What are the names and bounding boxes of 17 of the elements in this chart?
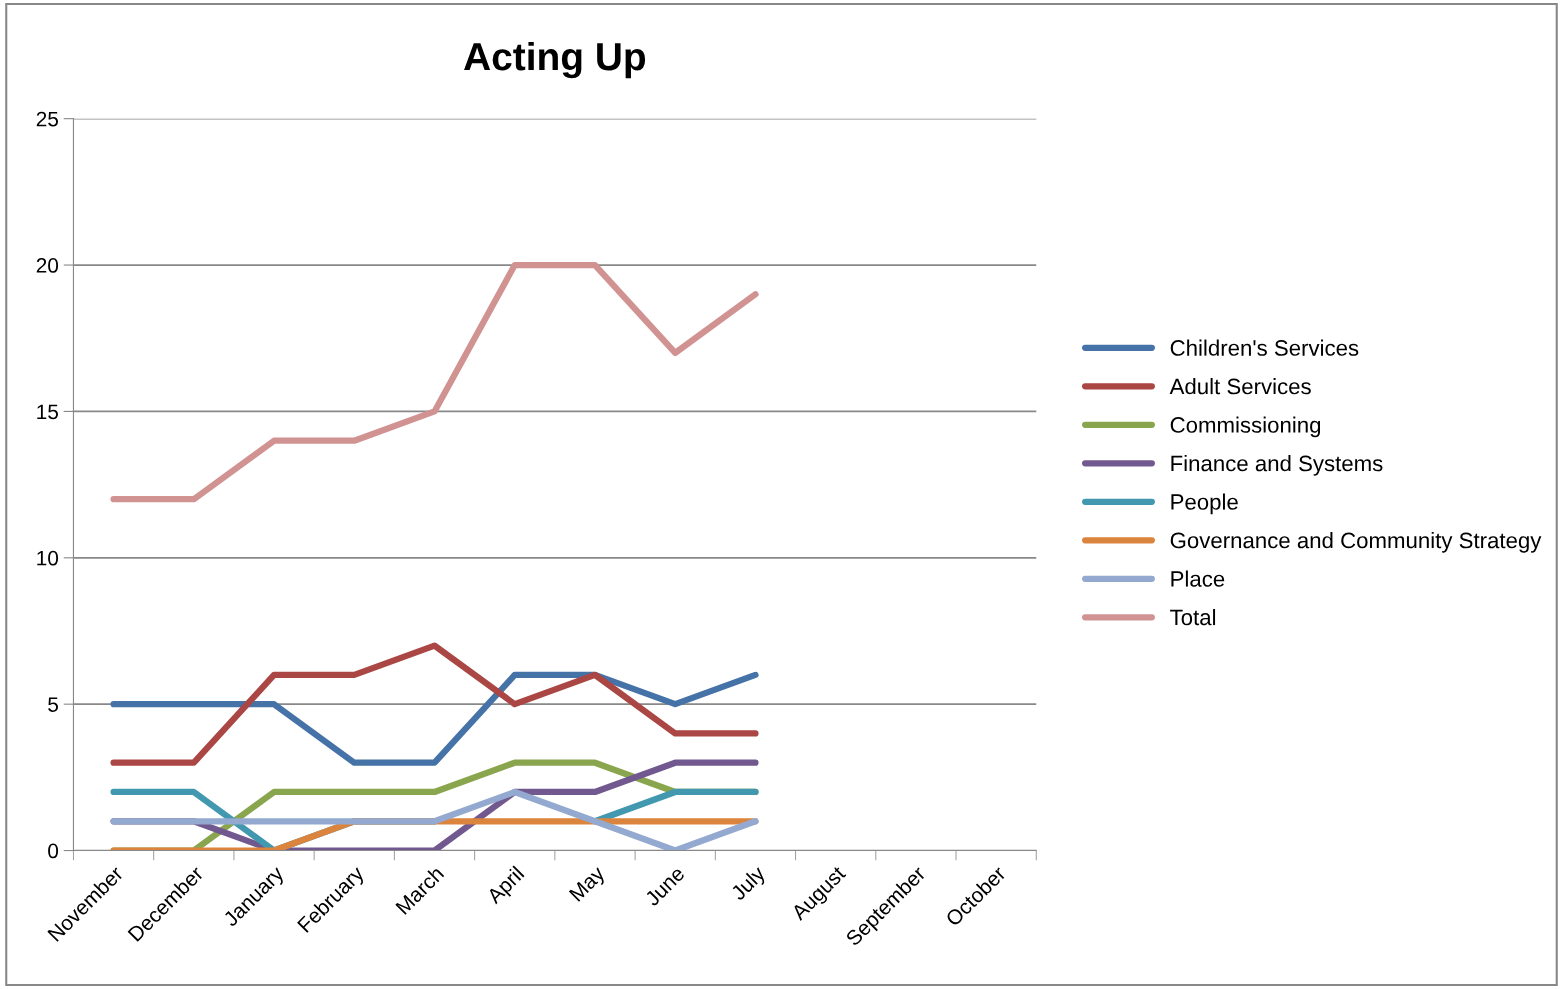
y-tick-label: 20 [36,258,59,273]
y-tick-label: 5 [48,697,59,712]
legend-label: Commissioning [1170,416,1321,438]
y-tick-label: 10 [37,550,59,566]
y-tick-label: 15 [37,404,59,420]
legend-label: Finance and Systems [1171,455,1383,476]
y-tick-label: 25 [36,111,59,127]
legend-label: Governance and Community Strategy [1170,531,1542,553]
legend-label: Adult Services [1169,378,1311,395]
y-tick-label: 0 [48,843,59,859]
legend-label: People [1171,493,1238,515]
x-tick-label: May [568,865,609,905]
chart-title: Acting Up [464,41,646,79]
legend-label: Total [1170,608,1216,626]
legend-label: Place [1171,570,1225,587]
x-tick-label: July [729,864,770,905]
legend-label: Children's Services [1170,339,1359,356]
